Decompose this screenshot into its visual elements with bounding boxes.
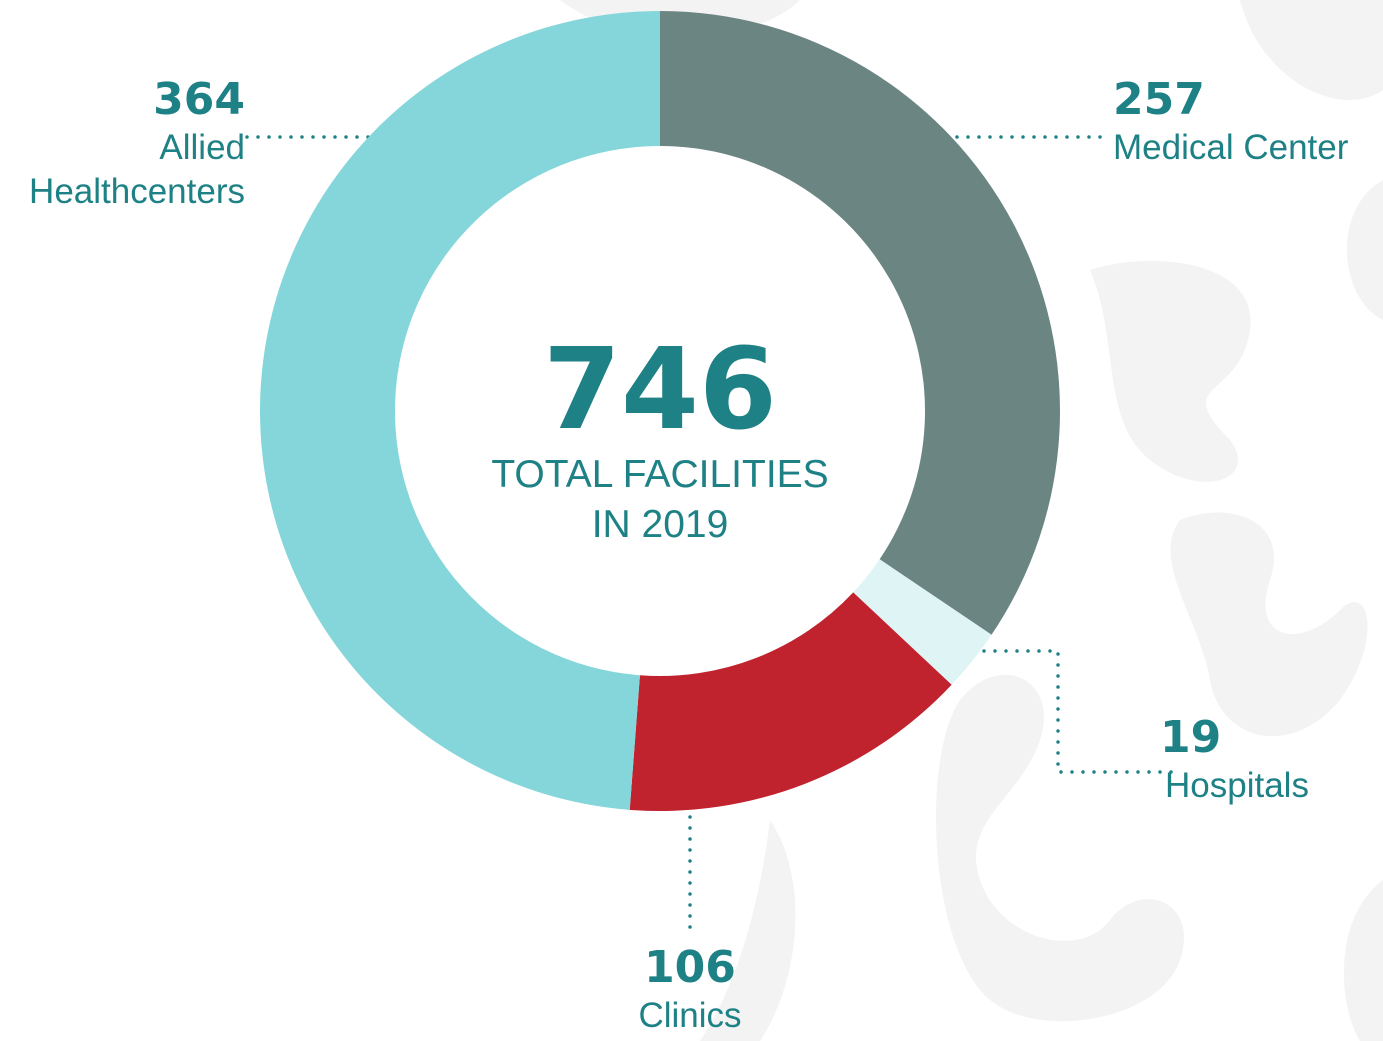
category-label: Hospitals	[1165, 764, 1309, 808]
center-label: TOTAL FACILITIES IN 2019	[490, 450, 830, 550]
center-total: 746	[460, 325, 860, 455]
value-label: 106	[590, 942, 790, 994]
category-label: Clinics	[590, 994, 790, 1038]
value-label: 364	[5, 74, 245, 126]
value-label: 19	[1160, 712, 1309, 764]
category-label: Allied Healthcenters	[5, 126, 245, 214]
center-value: 746	[460, 325, 860, 455]
page: 746 TOTAL FACILITIES IN 2019 257Medical …	[0, 0, 1383, 1041]
category-label: Medical Center	[1113, 126, 1348, 170]
value-label: 257	[1113, 74, 1348, 126]
